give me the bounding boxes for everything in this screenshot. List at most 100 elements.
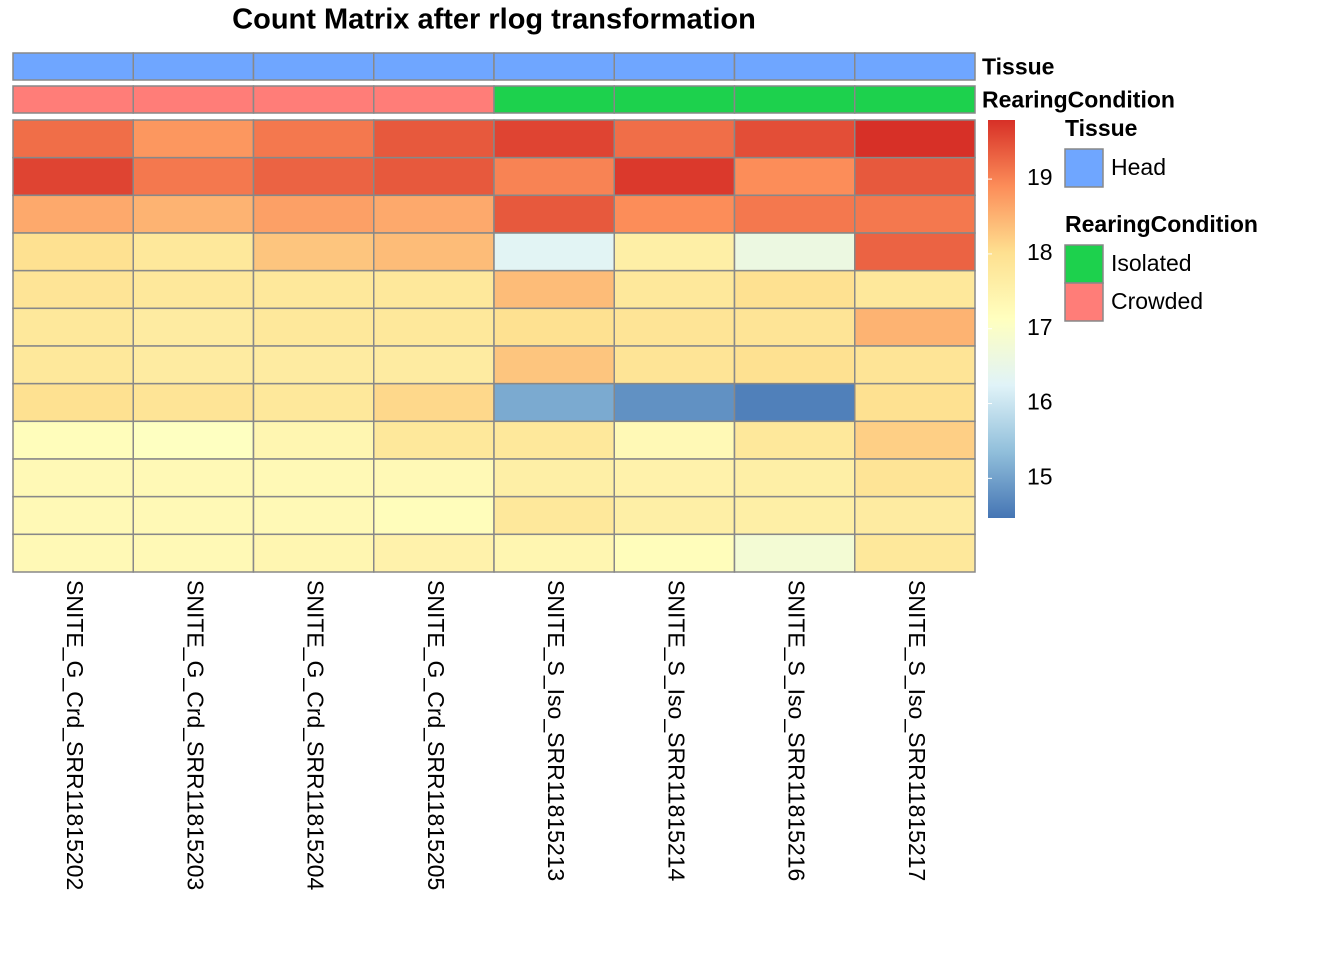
heatmap-cell [493,232,615,272]
annotation-cell [252,85,375,114]
heatmap-cell [132,156,255,197]
heatmap-cell [613,345,736,385]
heatmap-cell [854,495,976,536]
heatmap-cell [252,533,375,573]
legend-title: RearingCondition [1065,211,1258,237]
heatmap-cell [613,156,736,197]
heatmap-cell [373,382,495,423]
annotation-cell [493,52,615,81]
heatmap-cell [733,458,856,498]
heatmap-cell [854,119,976,159]
heatmap-cell [132,232,255,272]
legend-label: Crowded [1111,288,1203,314]
heatmap-cell [613,533,736,573]
annotation-cell [252,52,375,81]
legend-swatch [1064,148,1104,188]
heatmap-cell [493,269,615,310]
heatmap-cell [12,232,134,272]
heatmap-cell [733,307,856,347]
heatmap-cell [854,382,976,423]
heatmap-cell [252,420,375,460]
heatmap-cell [613,458,736,498]
heatmap-cell [493,495,615,536]
column-label: SNITE_G_Crd_SRR11815203 [182,580,208,890]
heatmap-cell [12,495,134,536]
heatmap-cell [132,307,255,347]
annotation-name: RearingCondition [982,87,1175,113]
heatmap-cell [733,119,856,159]
heatmap-cell [613,269,736,310]
heatmap-cell [733,345,856,385]
heatmap-cell [252,156,375,197]
heatmap-cell [373,495,495,536]
heatmap-cell [12,345,134,385]
annotation-cell [613,85,736,114]
heatmap-cell [373,156,495,197]
heatmap-cell [493,382,615,423]
chart-title: Count Matrix after rlog transformation [232,4,756,36]
heatmap-cell [373,533,495,573]
heatmap-cell [132,533,255,573]
heatmap-cell [12,119,134,159]
column-label: SNITE_S_Iso_SRR11815217 [904,580,930,881]
heatmap-cell [12,382,134,423]
heatmap-cell [132,495,255,536]
heatmap-cell [493,156,615,197]
colorbar [988,120,1015,518]
heatmap-cell [12,458,134,498]
column-label: SNITE_G_Crd_SRR11815204 [303,580,329,890]
heatmap-cell [493,345,615,385]
heatmap-cell [733,194,856,234]
heatmap-cell [252,382,375,423]
heatmap-cell [733,156,856,197]
heatmap-cell [252,495,375,536]
heatmap-cell [12,307,134,347]
heatmap-cell [132,382,255,423]
heatmap-cell [854,345,976,385]
colorbar-tick-label: 15 [1027,463,1053,489]
heatmap-cell [854,420,976,460]
heatmap-cell [733,533,856,573]
annotation-cell [733,52,856,81]
heatmap-cell [12,420,134,460]
heatmap-cell [132,194,255,234]
annotation-cell [373,85,495,114]
annotation-cell [854,85,976,114]
heatmap-cell [493,119,615,159]
annotation-cell [12,52,134,81]
colorbar-tick-label: 16 [1027,389,1053,415]
heatmap-cell [132,420,255,460]
legend-swatch [1064,244,1104,284]
heatmap-cell [12,533,134,573]
legend-label: Isolated [1111,250,1192,276]
heatmap-cell [12,194,134,234]
heatmap-cell [613,232,736,272]
heatmap-cell [613,420,736,460]
heatmap-cell [252,194,375,234]
heatmap-cell [252,119,375,159]
column-label: SNITE_S_Iso_SRR11815216 [784,580,810,881]
heatmap-cell [12,269,134,310]
heatmap-cell [493,194,615,234]
heatmap-cell [132,458,255,498]
heatmap-cell [733,420,856,460]
heatmap-cell [493,420,615,460]
heatmap-cell [373,345,495,385]
colorbar-tick-label: 17 [1027,314,1053,340]
column-label: SNITE_G_Crd_SRR11815202 [62,580,88,890]
heatmap-cell [733,382,856,423]
annotation-cell [12,85,134,114]
heatmap-cell [854,156,976,197]
heatmap-cell [252,269,375,310]
heatmap-cell [854,307,976,347]
heatmap-cell [613,307,736,347]
column-label: SNITE_G_Crd_SRR11815205 [423,580,449,890]
heatmap-cell [373,119,495,159]
heatmap-cell [733,495,856,536]
colorbar-tick-label: 18 [1027,239,1053,265]
heatmap-cell [373,232,495,272]
annotation-cell [733,85,856,114]
annotation-cell [493,85,615,114]
annotation-cell [854,52,976,81]
